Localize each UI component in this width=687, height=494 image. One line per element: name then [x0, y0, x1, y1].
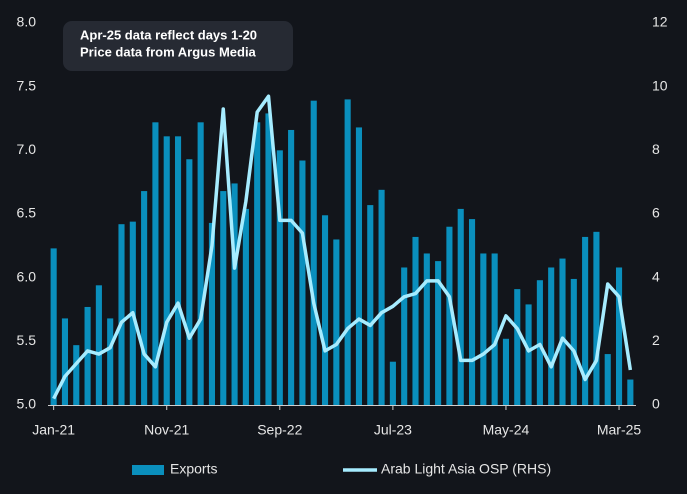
- annotation: Apr-25 data reflect days 1-20: [80, 27, 257, 42]
- bar: [174, 136, 182, 405]
- bar: [50, 248, 57, 405]
- bar: [502, 338, 510, 405]
- y2-tick-label: 6: [652, 205, 660, 221]
- bar: [401, 267, 408, 405]
- bar: [310, 100, 317, 405]
- legend-label: Arab Light Asia OSP (RHS): [381, 461, 551, 477]
- bar: [468, 219, 476, 405]
- legend-label: Exports: [170, 461, 217, 477]
- bar: [107, 318, 114, 405]
- bar: [367, 205, 374, 405]
- bar: [61, 318, 69, 405]
- bar: [604, 354, 611, 405]
- x-tick-label: May-24: [483, 422, 530, 438]
- y2-tick-label: 2: [652, 332, 660, 348]
- bar: [536, 280, 543, 405]
- bar: [231, 183, 238, 405]
- x-tick-label: Sep-22: [257, 422, 302, 438]
- y2-tick-label: 0: [652, 396, 660, 412]
- bar: [344, 99, 351, 406]
- bar: [276, 150, 283, 405]
- bar: [208, 222, 216, 405]
- bar: [435, 261, 442, 405]
- bar: [457, 208, 464, 405]
- bar: [525, 304, 532, 405]
- legend-swatch: [132, 465, 164, 475]
- bar: [355, 127, 363, 405]
- bar: [480, 253, 487, 405]
- bar: [242, 208, 249, 405]
- bar: [254, 122, 261, 405]
- bar: [559, 258, 566, 405]
- y-tick-label: 6.5: [17, 205, 37, 221]
- bar: [491, 253, 498, 405]
- annotation-box: [63, 21, 293, 71]
- bar: [73, 345, 80, 405]
- bar: [118, 224, 125, 405]
- y2-tick-label: 12: [652, 14, 668, 30]
- bar: [389, 361, 396, 405]
- bar: [197, 122, 204, 405]
- bar: [141, 191, 148, 405]
- y-tick-label: 7.0: [17, 141, 37, 157]
- bar: [333, 239, 340, 405]
- bar: [615, 267, 623, 405]
- y-tick-label: 6.0: [17, 268, 37, 284]
- bar: [299, 160, 306, 405]
- x-tick-label: Jan-21: [32, 422, 75, 438]
- bar: [321, 215, 329, 405]
- y2-tick-label: 10: [652, 77, 668, 93]
- bar: [95, 285, 102, 405]
- y-tick-label: 8.0: [17, 14, 37, 30]
- bar: [548, 267, 555, 405]
- bar: [627, 379, 634, 405]
- bar: [593, 231, 600, 405]
- y-tick-label: 7.5: [17, 77, 37, 93]
- y2-tick-label: 4: [652, 268, 660, 284]
- y2-tick-label: 8: [652, 141, 660, 157]
- bar: [378, 189, 385, 405]
- bar: [84, 306, 91, 405]
- bar: [446, 226, 453, 405]
- bar: [152, 122, 159, 405]
- annotation: Price data from Argus Media: [80, 44, 257, 59]
- bar: [163, 136, 170, 405]
- bar: [220, 191, 227, 405]
- bar: [288, 129, 295, 405]
- bar: [570, 278, 577, 405]
- bar: [423, 253, 430, 405]
- bar: [582, 236, 589, 405]
- line-series: [52, 94, 633, 400]
- x-tick-label: Mar-25: [597, 422, 642, 438]
- bar: [514, 289, 521, 405]
- bar: [186, 159, 193, 405]
- bar: [265, 113, 272, 405]
- y-tick-label: 5.0: [17, 396, 37, 412]
- x-tick-label: Nov-21: [144, 422, 189, 438]
- bar: [412, 236, 419, 405]
- y-tick-label: 5.5: [17, 332, 37, 348]
- x-tick-label: Jul-23: [374, 422, 412, 438]
